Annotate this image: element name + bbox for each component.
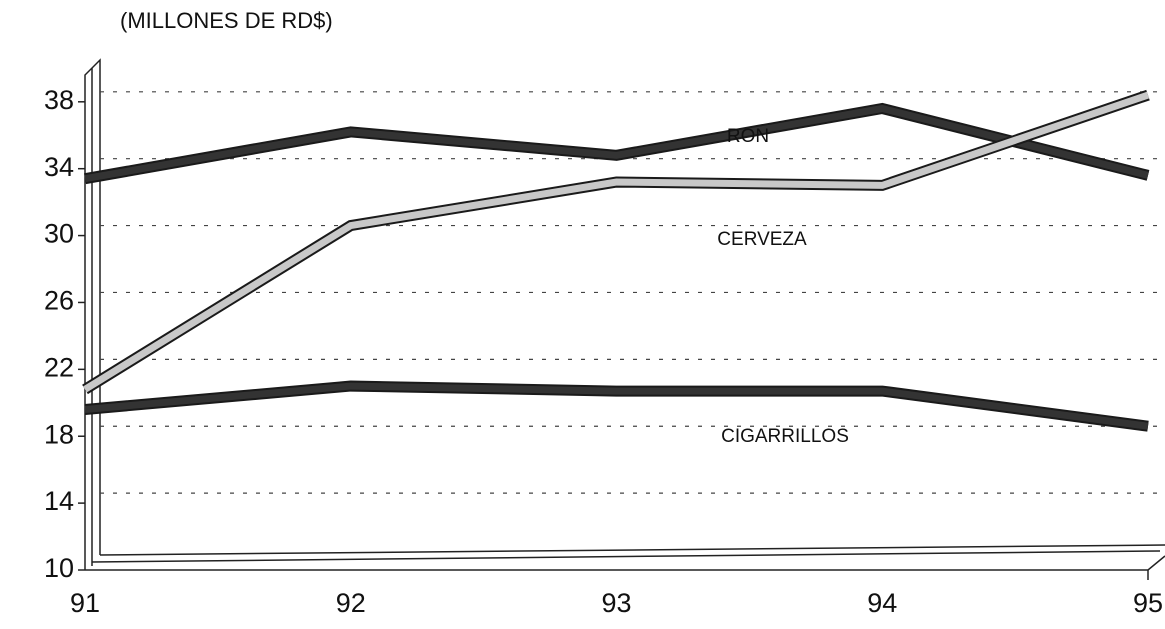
y-tick-label: 14 xyxy=(44,486,74,516)
y-tick-label: 38 xyxy=(44,85,74,115)
y-tick-label: 34 xyxy=(44,152,74,182)
x-tick-label: 92 xyxy=(336,588,366,618)
y-axis-title: (MILLONES DE RD$) xyxy=(120,8,333,33)
x-tick-label: 91 xyxy=(70,588,100,618)
series-label: CIGARRILLOS xyxy=(721,426,849,447)
series-label: RON xyxy=(727,126,769,147)
y-tick-label: 26 xyxy=(44,286,74,316)
series-label: CERVEZA xyxy=(717,229,807,250)
x-tick-label: 94 xyxy=(867,588,897,618)
x-tick-label: 95 xyxy=(1133,588,1163,618)
series-line xyxy=(84,382,1149,430)
x-tick-label: 93 xyxy=(601,588,631,618)
y-tick-label: 22 xyxy=(44,352,74,382)
y-tick-label: 10 xyxy=(44,553,74,583)
y-tick-label: 18 xyxy=(44,419,74,449)
series-line xyxy=(84,104,1149,183)
y-tick-label: 30 xyxy=(44,219,74,249)
frame xyxy=(84,58,1165,580)
series-line xyxy=(83,91,1150,393)
